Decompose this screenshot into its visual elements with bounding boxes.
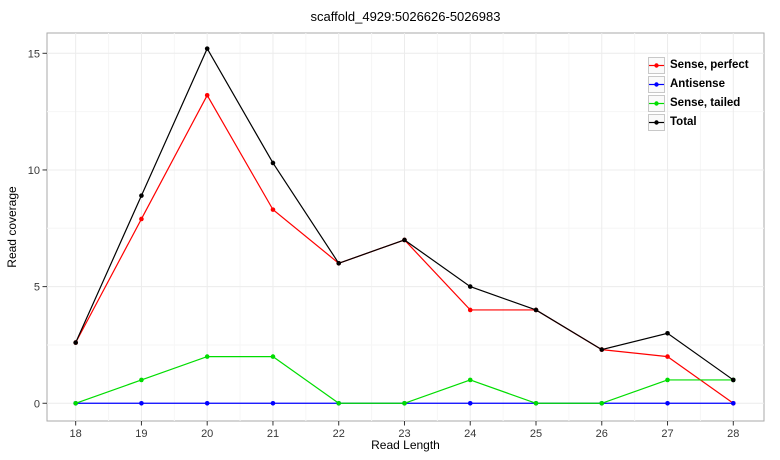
- legend-label: Antisense: [670, 78, 725, 90]
- x-tick-label: 24: [464, 428, 476, 440]
- data-point-sense-tailed-23: [402, 400, 407, 406]
- data-point-total-24: [467, 284, 473, 289]
- legend-key-icon-sense-tailed: [648, 95, 665, 112]
- y-axis-label: Read coverage: [5, 186, 19, 268]
- data-point-antisense-20: [204, 400, 210, 406]
- data-point-sense-perfect-20: [204, 92, 210, 98]
- x-tick-label: 28: [727, 428, 739, 440]
- data-point-total-23: [402, 237, 407, 243]
- legend-key-icon-antisense: [648, 76, 665, 93]
- y-tick-label: 5: [34, 282, 40, 294]
- x-tick-label: 23: [398, 428, 410, 440]
- legend-item-total: Total: [648, 114, 749, 131]
- data-point-sense-perfect-27: [665, 354, 670, 359]
- data-point-total-19: [139, 193, 144, 198]
- y-tick-labels: 0 5 10 15: [28, 48, 40, 410]
- data-point-antisense-28: [730, 400, 736, 406]
- data-point-sense-tailed-24: [467, 377, 473, 383]
- x-tick-label: 20: [201, 428, 213, 440]
- axis-tick-marks: [42, 52, 734, 426]
- legend-label: Sense, tailed: [670, 97, 741, 109]
- data-point-sense-perfect-19: [139, 216, 144, 222]
- data-point-total-28: [730, 377, 736, 383]
- data-point-total-22: [336, 260, 342, 266]
- data-point-total-27: [665, 330, 670, 336]
- data-point-sense-tailed-18: [73, 400, 78, 406]
- data-point-sense-perfect-21: [270, 207, 276, 212]
- legend-key-icon-total: [648, 114, 665, 131]
- chart-title: scaffold_4929:5026626-5026983: [310, 9, 501, 24]
- data-point-sense-tailed-21: [270, 354, 276, 359]
- data-point-sense-tailed-25: [533, 400, 539, 406]
- gridlines-minor: [47, 33, 764, 421]
- y-tick-label: 15: [28, 48, 40, 60]
- data-point-sense-tailed-22: [336, 400, 342, 406]
- data-point-antisense-21: [270, 400, 276, 406]
- data-point-antisense-19: [139, 400, 144, 406]
- series-total: [73, 46, 736, 383]
- x-tick-label: 21: [267, 428, 279, 440]
- plot-panel: [46, 32, 765, 422]
- legend: Sense, perfect Antisense Sense, tailed Tota…: [648, 57, 749, 133]
- legend-label: Sense, perfect: [670, 59, 749, 71]
- x-tick-label: 25: [530, 428, 542, 440]
- data-point-antisense-27: [665, 400, 670, 406]
- data-point-sense-tailed-27: [665, 377, 670, 383]
- legend-item-sense-tailed: Sense, tailed: [648, 95, 749, 112]
- data-point-sense-perfect-24: [467, 307, 473, 313]
- y-tick-label: 0: [34, 398, 40, 410]
- legend-item-antisense: Antisense: [648, 76, 749, 93]
- data-point-total-25: [533, 307, 539, 313]
- data-point-sense-tailed-20: [204, 354, 210, 359]
- data-point-total-26: [599, 347, 605, 352]
- series-sense-tailed: [73, 354, 736, 406]
- x-axis-label: Read Length: [371, 438, 440, 452]
- x-tick-label: 26: [596, 428, 608, 440]
- legend-key-icon-sense-perfect: [648, 57, 665, 74]
- x-tick-labels: 18 19 20 21 22 23 24 25 26 27 28: [70, 428, 740, 440]
- y-tick-label: 10: [28, 165, 40, 177]
- x-tick-label: 19: [135, 428, 147, 440]
- data-point-sense-tailed-19: [139, 377, 144, 383]
- data-point-total-20: [204, 46, 210, 51]
- legend-item-sense-perfect: Sense, perfect: [648, 57, 749, 74]
- data-point-antisense-24: [467, 400, 473, 406]
- data-point-sense-tailed-26: [599, 400, 605, 406]
- legend-label: Total: [670, 116, 697, 128]
- data-point-total-21: [270, 160, 276, 166]
- data-point-total-18: [73, 340, 78, 345]
- x-tick-label: 18: [70, 428, 82, 440]
- x-tick-label: 27: [661, 428, 673, 440]
- x-tick-label: 22: [333, 428, 345, 440]
